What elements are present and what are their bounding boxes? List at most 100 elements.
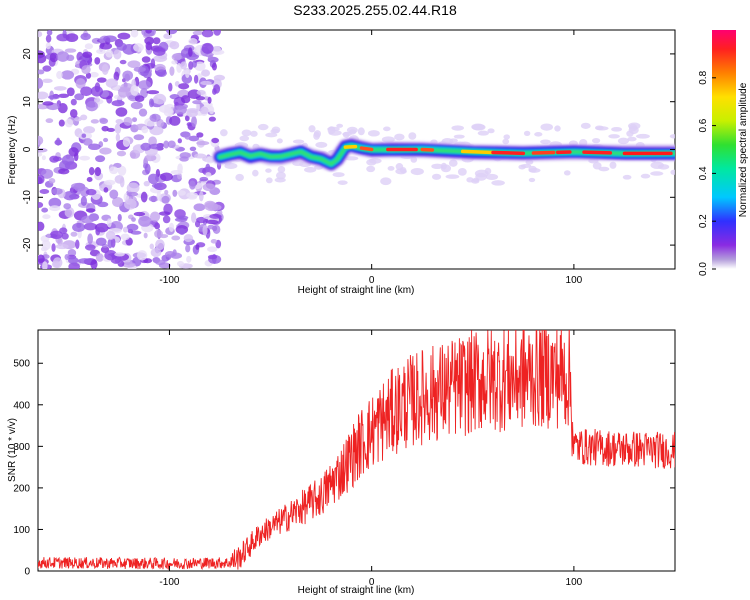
noise-blob xyxy=(194,220,201,228)
noise-blob xyxy=(167,140,176,149)
noise-blob xyxy=(74,116,82,122)
noise-blob xyxy=(184,133,191,140)
noise-blob xyxy=(201,69,211,77)
noise-blob xyxy=(132,117,138,123)
noise-blob xyxy=(74,93,85,101)
noise-blob xyxy=(149,113,161,122)
noise-blob xyxy=(205,219,219,225)
noise-blob xyxy=(265,168,272,173)
noise-blob xyxy=(265,132,278,138)
noise-blob xyxy=(133,43,144,52)
noise-blob xyxy=(39,189,50,195)
noise-blob xyxy=(188,47,193,57)
noise-blob xyxy=(63,191,77,201)
noise-blob xyxy=(87,143,101,151)
noise-blob xyxy=(116,150,127,157)
noise-blob xyxy=(274,177,286,183)
noise-blob xyxy=(191,115,197,127)
noise-blob xyxy=(81,133,87,138)
noise-blob xyxy=(179,152,191,159)
noise-blob xyxy=(180,61,188,70)
noise-blob xyxy=(368,158,382,164)
noise-blob xyxy=(123,116,133,126)
noise-blob xyxy=(164,189,169,195)
noise-blob xyxy=(103,35,117,43)
noise-blob xyxy=(42,101,54,106)
noise-blob xyxy=(101,64,109,75)
noise-blob xyxy=(150,248,162,258)
noise-blob xyxy=(85,72,92,79)
noise-blob xyxy=(194,61,206,72)
noise-blob xyxy=(178,83,190,90)
noise-blob xyxy=(61,232,69,240)
noise-blob xyxy=(156,69,167,77)
noise-blob xyxy=(152,37,161,45)
noise-blob xyxy=(200,80,212,86)
noise-blob xyxy=(130,101,143,110)
noise-blob xyxy=(563,170,571,176)
noise-blob xyxy=(171,53,182,61)
x-tick-label: 100 xyxy=(566,577,583,588)
noise-blob xyxy=(241,129,252,137)
noise-blob xyxy=(252,169,259,177)
noise-blob xyxy=(611,126,623,132)
noise-blob xyxy=(81,65,91,75)
noise-blob xyxy=(127,60,141,68)
colorbar-tick-label: 0.8 xyxy=(698,70,709,84)
noise-blob xyxy=(66,87,75,97)
noise-blob xyxy=(124,73,131,82)
noise-blob xyxy=(97,201,109,208)
noise-blob xyxy=(72,222,86,232)
noise-blob xyxy=(95,155,106,163)
noise-blob xyxy=(195,96,206,101)
noise-blob xyxy=(367,130,380,137)
noise-blob xyxy=(46,233,51,238)
noise-blob xyxy=(166,30,178,35)
noise-blob xyxy=(380,177,392,186)
noise-blob xyxy=(38,135,44,146)
noise-blob xyxy=(56,33,70,42)
noise-blob xyxy=(196,89,206,96)
noise-blob xyxy=(212,88,217,95)
noise-blob xyxy=(250,130,258,137)
noise-blob xyxy=(207,254,218,260)
noise-blob xyxy=(41,168,54,179)
noise-blob xyxy=(75,239,80,250)
noise-blob xyxy=(149,211,161,222)
noise-blob xyxy=(178,228,186,235)
noise-blob xyxy=(201,30,214,38)
colorbar-ticks: 0.0 0.2 0.4 0.6 0.8 xyxy=(698,70,716,276)
track-hot-segment xyxy=(582,150,613,155)
noise-blob xyxy=(126,182,140,194)
noise-blob xyxy=(207,246,218,253)
noise-blob xyxy=(77,258,92,264)
noise-blob xyxy=(58,168,70,175)
noise-blob xyxy=(95,226,101,236)
noise-blob xyxy=(38,221,45,231)
colorbar-label: Normalized spectral amplitude xyxy=(738,82,749,217)
noise-blob xyxy=(453,134,465,139)
noise-blob xyxy=(220,129,228,137)
y-tick-label: 0 xyxy=(22,146,33,152)
noise-blob xyxy=(208,116,216,122)
snr-y-axis-label: SNR (10 * v/v) xyxy=(7,418,18,482)
noise-blob xyxy=(627,122,641,130)
colorbar-gradient xyxy=(712,30,736,269)
noise-blob xyxy=(141,126,149,134)
noise-blob xyxy=(64,253,70,260)
noise-blob xyxy=(71,182,86,190)
noise-blob xyxy=(56,70,63,80)
noise-blob xyxy=(114,252,125,257)
noise-blob xyxy=(177,138,182,144)
noise-blob xyxy=(180,95,191,104)
noise-blob xyxy=(327,126,340,132)
noise-blob xyxy=(84,43,94,50)
noise-blob xyxy=(189,180,196,190)
noise-blob xyxy=(627,136,637,142)
page-title: S233.2025.255.02.44.R18 xyxy=(293,2,457,18)
noise-blob xyxy=(64,118,74,128)
noise-blob xyxy=(336,123,344,128)
